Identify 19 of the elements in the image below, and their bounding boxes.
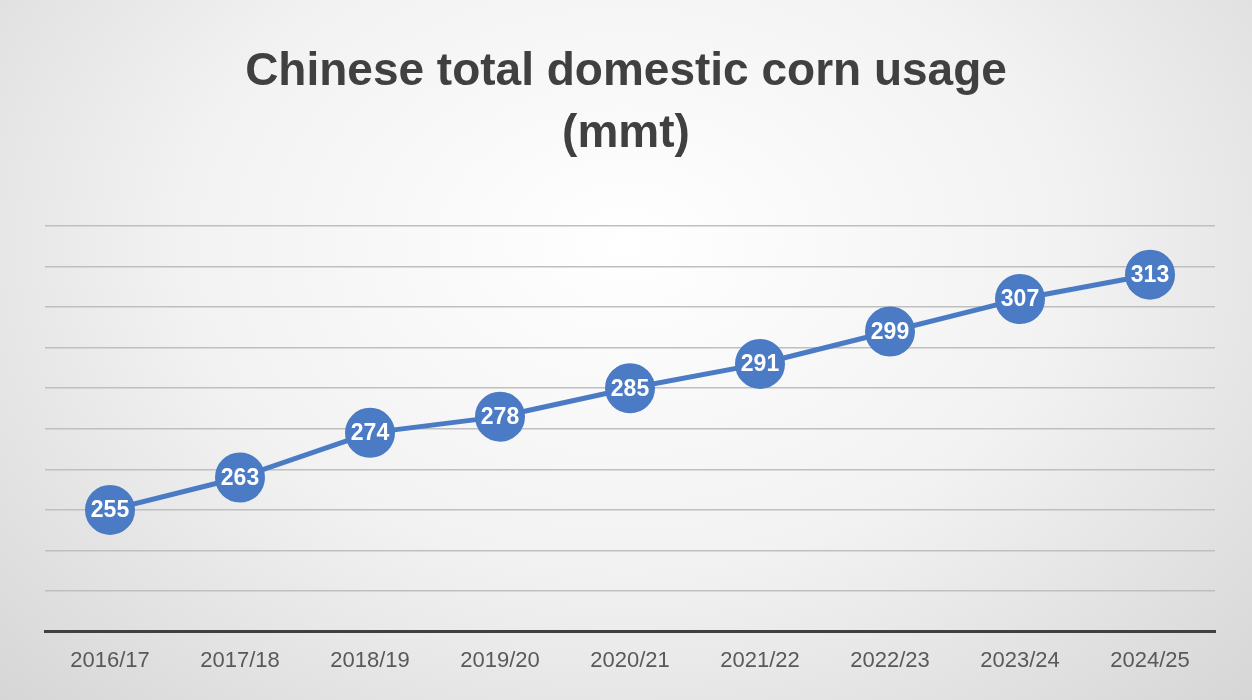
data-label: 255 xyxy=(90,496,130,523)
data-label: 263 xyxy=(220,463,260,490)
x-tick-label: 2016/17 xyxy=(70,646,150,672)
x-tick-label: 2024/25 xyxy=(1110,646,1190,672)
x-tick-label: 2020/21 xyxy=(590,646,670,672)
data-label: 299 xyxy=(870,317,910,344)
data-label: 307 xyxy=(1000,285,1040,312)
x-tick-label: 2022/23 xyxy=(850,646,930,672)
x-tick-label: 2023/24 xyxy=(980,646,1060,672)
data-label: 313 xyxy=(1130,261,1170,288)
x-tick-label: 2019/20 xyxy=(460,646,540,672)
chart-title: Chinese total domestic corn usage (mmt) xyxy=(244,42,1008,159)
x-tick-label: 2017/18 xyxy=(200,646,280,672)
data-label: 285 xyxy=(610,374,650,401)
data-label: 278 xyxy=(480,402,520,429)
data-label: 274 xyxy=(350,419,390,446)
data-label: 291 xyxy=(740,350,780,377)
x-tick-label: 2021/22 xyxy=(720,646,800,672)
x-tick-label: 2018/19 xyxy=(330,646,410,672)
